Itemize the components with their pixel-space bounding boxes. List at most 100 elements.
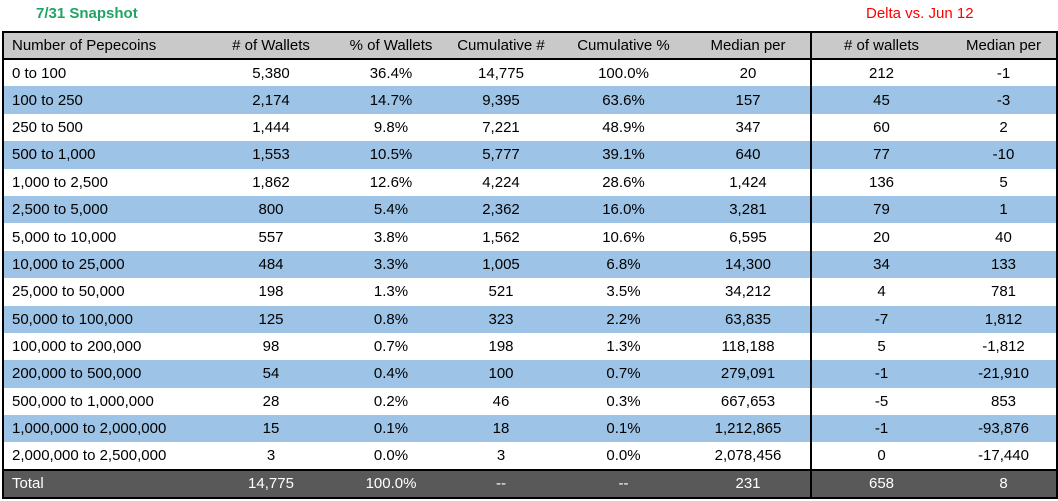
cell-median-per[interactable]: 1,424: [729, 173, 767, 191]
cell-cumulative-num[interactable]: 5,777: [482, 146, 520, 164]
cell-num-wallets[interactable]: 484: [258, 255, 284, 273]
total-median-per-cell[interactable]: 231: [686, 468, 811, 498]
cell-delta-wallets[interactable]: 4: [810, 278, 951, 306]
cell-cumulative-pct[interactable]: 6.8%: [606, 255, 641, 273]
cell-median-per[interactable]: 14,300: [725, 255, 771, 273]
cell-cumulative-num[interactable]: 1,562: [482, 228, 520, 246]
total-label-cell[interactable]: Total: [3, 468, 201, 498]
cell-cumulative-pct[interactable]: 0.1%: [606, 420, 641, 438]
cell-delta-wallets[interactable]: 0: [810, 442, 951, 470]
cell-pepecoin-range[interactable]: 500,000 to 1,000,000: [12, 392, 154, 410]
cell-cumulative-pct[interactable]: 2.2%: [606, 310, 641, 328]
cell-pct-wallets[interactable]: 3.3%: [373, 255, 409, 273]
cell-delta-median[interactable]: 853: [990, 392, 1017, 410]
cell-pepecoin-range[interactable]: 500 to 1,000: [12, 146, 96, 164]
cell-cumulative-pct[interactable]: 0.3%: [606, 392, 641, 410]
column-header-pepecoins[interactable]: Number of Pepecoins: [3, 32, 201, 60]
cell-pct-wallets[interactable]: 0.0%: [373, 447, 409, 465]
cell-delta-median[interactable]: 2: [999, 118, 1008, 136]
cell-pepecoin-range[interactable]: 2,500 to 5,000: [12, 201, 108, 219]
cell-delta-wallets[interactable]: -1: [810, 415, 951, 443]
cell-pepecoin-range[interactable]: 100 to 250: [12, 91, 83, 109]
column-header-delta-median[interactable]: Median per: [951, 32, 1057, 60]
cell-pepecoin-range[interactable]: 25,000 to 50,000: [12, 283, 125, 301]
cell-cumulative-pct[interactable]: 0.7%: [606, 365, 641, 383]
cell-cumulative-num[interactable]: 1,005: [482, 255, 520, 273]
cell-num-wallets[interactable]: 15: [262, 420, 280, 438]
cell-pepecoin-range[interactable]: 5,000 to 10,000: [12, 228, 117, 246]
cell-median-per[interactable]: 1,212,865: [714, 420, 782, 438]
total-delta-wallets-cell[interactable]: 658: [810, 468, 951, 498]
cell-num-wallets[interactable]: 2,174: [252, 91, 290, 109]
column-header-pct-wallets[interactable]: % of Wallets: [341, 32, 441, 60]
cell-delta-median[interactable]: -21,910: [978, 365, 1029, 383]
cell-delta-wallets[interactable]: 20: [810, 223, 951, 251]
cell-cumulative-num[interactable]: 14,775: [478, 64, 524, 82]
cell-delta-median[interactable]: 133: [990, 255, 1017, 273]
cell-median-per[interactable]: 157: [735, 91, 761, 109]
cell-num-wallets[interactable]: 98: [262, 338, 280, 356]
cell-cumulative-num[interactable]: 3: [496, 447, 506, 465]
cell-cumulative-pct[interactable]: 28.6%: [602, 173, 645, 191]
cell-delta-wallets[interactable]: 5: [810, 332, 951, 361]
cell-delta-median[interactable]: 1,812: [984, 310, 1023, 328]
cell-median-per[interactable]: 640: [735, 146, 761, 164]
cell-pct-wallets[interactable]: 0.1%: [373, 420, 409, 438]
cell-cumulative-num[interactable]: 9,395: [482, 91, 520, 109]
cell-cumulative-num[interactable]: 46: [492, 392, 510, 410]
cell-pepecoin-range[interactable]: 200,000 to 500,000: [12, 365, 142, 383]
cell-cumulative-pct[interactable]: 3.5%: [606, 283, 641, 301]
cell-median-per[interactable]: 2,078,456: [714, 447, 782, 465]
cell-pct-wallets[interactable]: 1.3%: [373, 283, 409, 301]
cell-num-wallets[interactable]: 1,862: [252, 173, 290, 191]
cell-pct-wallets[interactable]: 36.4%: [369, 64, 413, 82]
cell-pct-wallets[interactable]: 0.4%: [373, 365, 409, 383]
cell-delta-wallets[interactable]: 60: [810, 113, 951, 142]
cell-delta-wallets[interactable]: 79: [810, 195, 951, 224]
cell-cumulative-num[interactable]: 323: [488, 310, 514, 328]
column-header-cumulative-pct[interactable]: Cumulative %: [561, 32, 686, 60]
cell-num-wallets[interactable]: 28: [262, 392, 280, 410]
cell-cumulative-num[interactable]: 4,224: [482, 173, 520, 191]
column-header-delta-wallets[interactable]: # of wallets: [810, 32, 951, 60]
cell-delta-median[interactable]: 1: [999, 201, 1008, 219]
cell-num-wallets[interactable]: 1,444: [252, 118, 290, 136]
cell-num-wallets[interactable]: 198: [258, 283, 284, 301]
cell-pepecoin-range[interactable]: 50,000 to 100,000: [12, 310, 133, 328]
cell-cumulative-num[interactable]: 2,362: [482, 201, 520, 219]
cell-delta-median[interactable]: -3: [996, 91, 1011, 109]
cell-num-wallets[interactable]: 125: [258, 310, 284, 328]
cell-pepecoin-range[interactable]: 1,000 to 2,500: [12, 173, 108, 191]
cell-cumulative-pct[interactable]: 1.3%: [606, 338, 641, 356]
cell-median-per[interactable]: 6,595: [729, 228, 767, 246]
cell-cumulative-num[interactable]: 18: [492, 420, 510, 438]
cell-delta-median[interactable]: -1,812: [982, 338, 1025, 356]
column-header-num-wallets[interactable]: # of Wallets: [201, 32, 341, 60]
cell-delta-median[interactable]: -1: [996, 64, 1011, 82]
cell-num-wallets[interactable]: 800: [258, 201, 284, 219]
cell-pct-wallets[interactable]: 10.5%: [369, 146, 413, 164]
cell-num-wallets[interactable]: 3: [266, 447, 276, 465]
cell-pct-wallets[interactable]: 0.8%: [373, 310, 409, 328]
cell-delta-wallets[interactable]: 212: [810, 59, 951, 87]
cell-cumulative-pct[interactable]: 100.0%: [598, 64, 649, 82]
column-header-cumulative-num[interactable]: Cumulative #: [441, 32, 561, 60]
cell-delta-wallets[interactable]: 136: [810, 168, 951, 196]
cell-delta-median[interactable]: 40: [995, 228, 1012, 246]
cell-delta-wallets[interactable]: -7: [810, 305, 951, 333]
total-cumulative-pct-cell[interactable]: --: [561, 468, 686, 498]
cell-delta-median[interactable]: -10: [992, 146, 1015, 164]
cell-median-per[interactable]: 118,188: [721, 338, 775, 356]
cell-pct-wallets[interactable]: 0.2%: [373, 392, 409, 410]
cell-pepecoin-range[interactable]: 100,000 to 200,000: [12, 338, 142, 356]
cell-pepecoin-range[interactable]: 1,000,000 to 2,000,000: [12, 420, 167, 438]
cell-cumulative-num[interactable]: 100: [488, 365, 514, 383]
cell-median-per[interactable]: 34,212: [725, 283, 771, 301]
cell-num-wallets[interactable]: 5,380: [252, 64, 290, 82]
cell-delta-median[interactable]: -17,440: [978, 447, 1029, 465]
cell-num-wallets[interactable]: 557: [258, 228, 284, 246]
cell-delta-wallets[interactable]: 77: [810, 141, 951, 169]
cell-pepecoin-range[interactable]: 2,000,000 to 2,500,000: [12, 447, 167, 465]
cell-pepecoin-range[interactable]: 250 to 500: [12, 118, 83, 136]
cell-cumulative-pct[interactable]: 39.1%: [602, 146, 645, 164]
